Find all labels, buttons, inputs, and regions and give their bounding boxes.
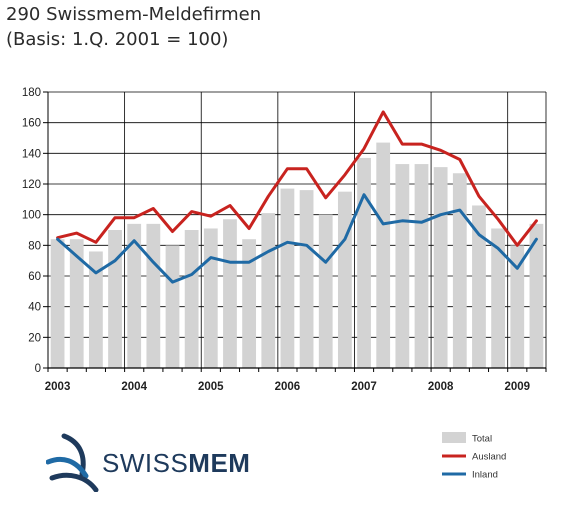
x-tick-label: 2004 (121, 381, 147, 393)
grid-layer (47, 91, 547, 369)
swissmem-swoosh-icon (46, 433, 99, 492)
x-tick-label: 2005 (198, 381, 224, 393)
axis-layer: 0 20 40 60 80 100 120 140 160 180 2003 2004 2005 2006… (22, 87, 547, 393)
bar-total (223, 219, 237, 368)
bar-total (146, 223, 161, 368)
bar-total (491, 228, 506, 368)
bar-total (433, 167, 448, 368)
bar-total (299, 190, 314, 368)
logo-text-bold: MEM (188, 448, 251, 478)
bar-total (337, 191, 352, 368)
swissmem-logo: SWISSMEM (46, 432, 276, 492)
legend: Total Ausland Inland (442, 432, 506, 481)
legend-label-ausland: Ausland (472, 452, 506, 463)
bar-total (452, 173, 467, 368)
y-tick-label: 140 (22, 148, 41, 160)
line-inland (56, 193, 538, 284)
x-tick-label: 2006 (275, 381, 301, 393)
x-tick-label: 2007 (351, 381, 377, 393)
bars-layer (50, 142, 544, 368)
bar-total (529, 223, 544, 368)
bar-total (318, 214, 333, 368)
logo-wordmark: SWISSMEM (102, 448, 250, 479)
bar-total (261, 213, 276, 368)
bar-total (357, 157, 371, 368)
bar-total (414, 164, 429, 368)
y-tick-label: 160 (22, 118, 41, 130)
legend-label-inland: Inland (472, 470, 498, 481)
bar-total (203, 228, 218, 368)
title-block: 290 Swissmem-Meldefirmen (Basis: 1.Q. 20… (6, 2, 261, 52)
bar-total (376, 142, 391, 368)
bar-total (184, 230, 199, 368)
bar-total (50, 239, 65, 368)
bar-total (165, 245, 180, 368)
bar-total (472, 205, 486, 368)
x-tick-label: 2009 (504, 381, 530, 393)
logo-text-light: SWISS (102, 448, 189, 478)
chart-title: 290 Swissmem-Meldefirmen (6, 4, 262, 25)
y-tick-label: 120 (22, 179, 41, 191)
y-tick-label: 20 (28, 332, 41, 344)
bar-total (108, 230, 122, 368)
bar-total (395, 164, 410, 368)
y-tick-label: 180 (22, 87, 41, 99)
bar-total (242, 239, 257, 368)
y-tick-label: 40 (28, 302, 41, 314)
y-tick-label: 60 (28, 271, 41, 283)
x-tick-label: 2003 (45, 381, 71, 393)
bar-total (88, 251, 103, 368)
legend-swatch-total (442, 432, 466, 443)
line-ausland (56, 110, 538, 247)
bar-total (127, 223, 142, 368)
y-tick-label: 80 (28, 240, 41, 252)
bar-total (280, 188, 295, 368)
lines-layer (56, 110, 538, 284)
y-tick-label: 100 (22, 210, 41, 222)
bar-total (510, 245, 525, 368)
chart-subtitle: (Basis: 1.Q. 2001 = 100) (6, 29, 229, 50)
x-tick-label: 2008 (428, 381, 454, 393)
bar-total (69, 239, 84, 368)
legend-label-total: Total (472, 434, 492, 445)
y-tick-label: 0 (35, 363, 41, 375)
